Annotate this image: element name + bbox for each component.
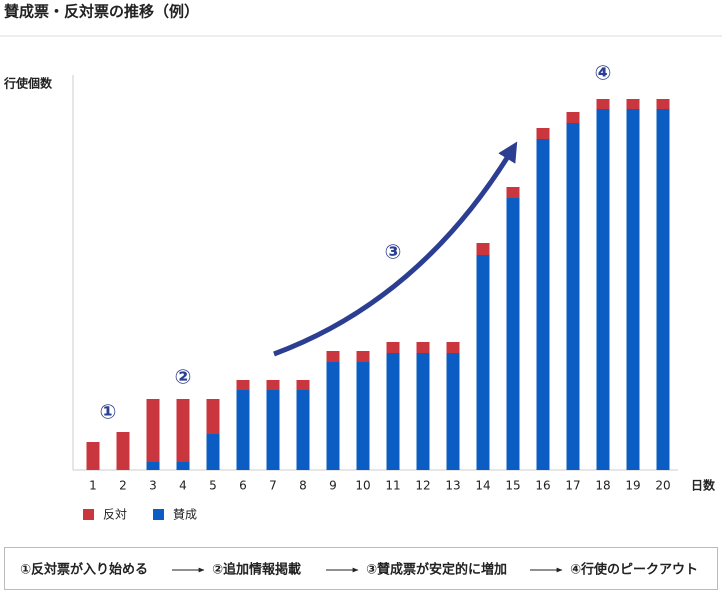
bar-segment — [206, 399, 220, 434]
bar-segment — [176, 462, 190, 470]
chart-title: 賛成票・反対票の推移（例） — [4, 3, 199, 21]
x-tick-label: 17 — [565, 479, 580, 493]
bar-segment — [326, 362, 340, 470]
x-tick-label: 16 — [535, 479, 550, 493]
bar-segment — [356, 362, 370, 470]
bar-segment — [296, 380, 310, 390]
x-tick-label: 3 — [149, 479, 157, 493]
x-tick-label: 7 — [269, 479, 277, 493]
bar-segment — [656, 99, 670, 109]
x-tick-label: 8 — [299, 479, 307, 493]
flow-step: ①反対票が入り始める — [20, 562, 148, 578]
bar-segment — [86, 442, 100, 470]
legend-swatch — [83, 509, 94, 520]
annotation: ④ — [595, 61, 612, 85]
bar-segment — [656, 109, 670, 470]
bar-segment — [506, 187, 520, 198]
bar-segment — [536, 128, 550, 139]
legend-label: 反対 — [103, 508, 127, 522]
bar-segment — [176, 399, 190, 462]
bar-segment — [596, 99, 610, 109]
bar-segment — [236, 390, 250, 470]
x-tick-label: 11 — [385, 479, 400, 493]
bar-segment — [206, 434, 220, 470]
legend-label: 賛成 — [173, 508, 197, 522]
x-tick-label: 9 — [329, 479, 337, 493]
bar-segment — [266, 390, 280, 470]
bar-segment — [116, 432, 130, 470]
x-tick-label: 20 — [655, 479, 670, 493]
bar-segment — [476, 255, 490, 470]
x-tick-label: 14 — [475, 479, 490, 493]
bar-segment — [146, 399, 160, 462]
bar-segment — [566, 123, 580, 470]
bar-segment — [596, 109, 610, 470]
bar-segment — [476, 243, 490, 255]
x-tick-label: 18 — [595, 479, 610, 493]
x-tick-label: 19 — [625, 479, 640, 493]
x-tick-label: 4 — [179, 479, 187, 493]
bar-segment — [386, 342, 400, 353]
bar-segment — [566, 112, 580, 123]
bar-segment — [386, 353, 400, 470]
bar-segment — [416, 353, 430, 470]
bar-segment — [296, 390, 310, 470]
bar-segment — [506, 198, 520, 470]
annotation: ② — [175, 365, 192, 389]
bar-segment — [266, 380, 280, 390]
bar-segment — [326, 351, 340, 362]
bar-segment — [146, 462, 160, 470]
bar-segment — [236, 380, 250, 390]
y-axis-label: 行使個数 — [3, 76, 53, 91]
bar-segment — [536, 139, 550, 470]
x-tick-label: 2 — [119, 479, 127, 493]
flow-step: ②追加情報掲載 — [212, 562, 301, 578]
bar-segment — [626, 99, 640, 109]
flow-box — [4, 547, 718, 590]
bar-segment — [626, 109, 640, 470]
flow-step: ④行使のピークアウト — [570, 562, 698, 578]
x-tick-label: 10 — [355, 479, 370, 493]
annotation: ① — [100, 400, 117, 424]
bar-segment — [446, 353, 460, 470]
x-tick-label: 5 — [209, 479, 217, 493]
x-tick-label: 12 — [415, 479, 430, 493]
legend-swatch — [153, 509, 164, 520]
x-axis-label: 日数 — [691, 478, 716, 493]
x-tick-label: 6 — [239, 479, 247, 493]
bar-segment — [416, 342, 430, 353]
annotation: ③ — [385, 240, 402, 264]
flow-step: ③賛成票が安定的に増加 — [366, 562, 507, 578]
x-tick-label: 15 — [505, 479, 520, 493]
x-tick-label: 13 — [445, 479, 460, 493]
x-tick-label: 1 — [89, 479, 97, 493]
trend-arrow — [273, 141, 518, 357]
bar-segment — [356, 351, 370, 362]
bar-segment — [446, 342, 460, 353]
